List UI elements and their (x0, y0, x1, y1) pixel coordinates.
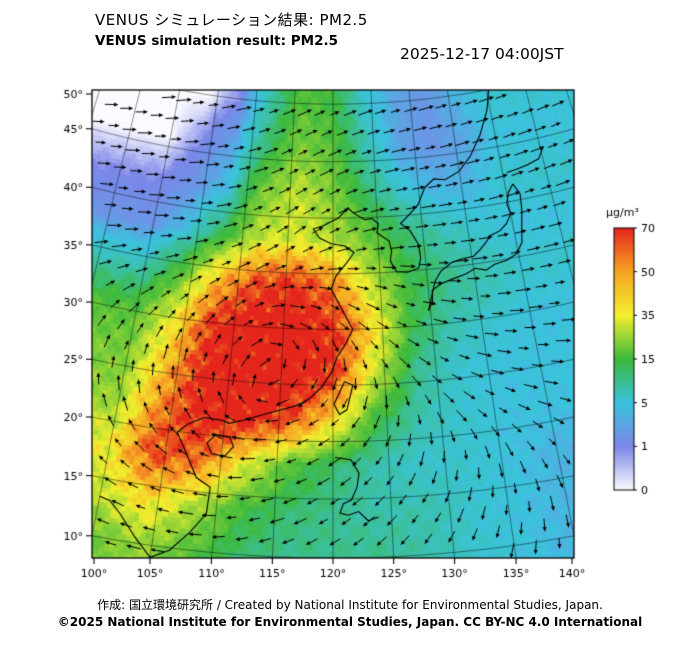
page-title-japanese: VENUS シミュレーション結果: PM2.5 (95, 11, 368, 29)
copyright-line: ©2025 National Institute for Environment… (57, 615, 643, 629)
credit-line: 作成: 国立環境研究所 / Created by National Instit… (97, 598, 603, 612)
forecast-timestamp: 2025-12-17 04:00JST (400, 45, 564, 63)
page-title-english: VENUS simulation result: PM2.5 (95, 33, 338, 49)
